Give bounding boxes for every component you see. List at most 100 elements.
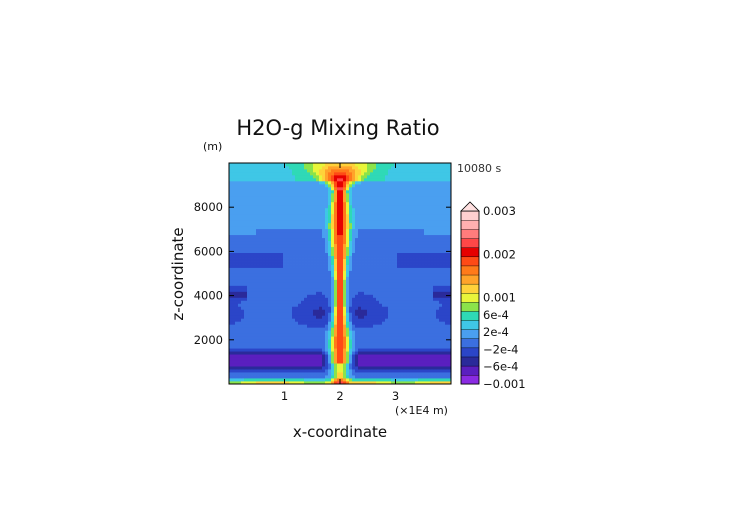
field-cell bbox=[334, 174, 338, 179]
field-cell bbox=[262, 348, 266, 352]
field-cell bbox=[262, 330, 266, 334]
field-cell bbox=[325, 258, 329, 262]
field-cell bbox=[259, 165, 263, 170]
field-cell bbox=[256, 375, 260, 379]
field-cell bbox=[250, 165, 254, 170]
field-cell bbox=[307, 267, 311, 271]
field-cell bbox=[391, 180, 395, 185]
field-cell bbox=[262, 267, 266, 271]
field-cell bbox=[328, 303, 332, 307]
field-cell bbox=[304, 357, 308, 361]
field-cell bbox=[313, 273, 317, 277]
field-cell bbox=[346, 216, 350, 221]
field-cell bbox=[370, 171, 374, 176]
field-cell bbox=[253, 321, 257, 325]
field-cell bbox=[343, 336, 347, 340]
field-cell bbox=[385, 363, 389, 367]
field-cell bbox=[382, 372, 386, 376]
field-cell bbox=[247, 213, 251, 218]
field-cell bbox=[349, 282, 353, 286]
field-cell bbox=[385, 330, 389, 334]
field-cell bbox=[406, 261, 410, 265]
field-cell bbox=[295, 207, 299, 212]
field-cell bbox=[427, 282, 431, 286]
field-cell bbox=[256, 378, 260, 382]
field-cell bbox=[403, 198, 407, 203]
field-cell bbox=[298, 321, 302, 325]
field-cell bbox=[340, 174, 344, 179]
field-cell bbox=[406, 249, 410, 253]
field-cell bbox=[370, 351, 374, 355]
field-cell bbox=[343, 195, 347, 200]
field-cell bbox=[268, 255, 272, 259]
field-cell bbox=[328, 261, 332, 265]
field-cell bbox=[331, 192, 335, 197]
field-cell bbox=[250, 163, 254, 167]
field-cell bbox=[349, 204, 353, 209]
field-cell bbox=[238, 243, 242, 248]
field-cell bbox=[409, 372, 413, 376]
field-cell bbox=[427, 186, 431, 191]
field-cell bbox=[376, 288, 380, 292]
field-cell bbox=[229, 163, 233, 167]
field-cell bbox=[316, 183, 320, 188]
field-cell bbox=[286, 163, 290, 167]
field-cell bbox=[313, 258, 317, 262]
field-cell bbox=[289, 195, 293, 200]
field-cell bbox=[259, 204, 263, 209]
field-cell bbox=[403, 225, 407, 230]
field-cell bbox=[250, 228, 254, 233]
field-cell bbox=[400, 345, 404, 349]
field-cell bbox=[355, 267, 359, 271]
field-cell bbox=[412, 333, 416, 337]
field-cell bbox=[409, 222, 413, 227]
field-cell bbox=[256, 168, 260, 173]
field-cell bbox=[406, 243, 410, 248]
field-cell bbox=[415, 264, 419, 268]
field-cell bbox=[253, 246, 257, 251]
field-cell bbox=[316, 237, 320, 242]
field-cell bbox=[349, 213, 353, 218]
field-cell bbox=[337, 186, 341, 191]
field-cell bbox=[403, 327, 407, 331]
field-cell bbox=[418, 339, 422, 343]
field-cell bbox=[400, 210, 404, 215]
field-cell bbox=[283, 183, 287, 188]
field-cell bbox=[232, 180, 236, 185]
field-cell bbox=[244, 270, 248, 274]
field-cell bbox=[418, 312, 422, 316]
field-cell bbox=[280, 243, 284, 248]
field-cell bbox=[310, 192, 314, 197]
field-cell bbox=[427, 339, 431, 343]
field-cell bbox=[397, 258, 401, 262]
field-cell bbox=[424, 198, 428, 203]
field-cell bbox=[391, 330, 395, 334]
field-cell bbox=[283, 345, 287, 349]
field-cell bbox=[262, 189, 266, 194]
field-cell bbox=[265, 204, 269, 209]
field-cell bbox=[397, 366, 401, 370]
field-cell bbox=[331, 321, 335, 325]
field-cell bbox=[394, 219, 398, 224]
field-cell bbox=[286, 354, 290, 358]
field-cell bbox=[385, 333, 389, 337]
field-cell bbox=[349, 258, 353, 262]
field-cell bbox=[409, 240, 413, 245]
field-cell bbox=[241, 228, 245, 233]
field-cell bbox=[274, 231, 278, 236]
field-cell bbox=[259, 372, 263, 376]
field-cell bbox=[247, 297, 251, 301]
field-cell bbox=[244, 294, 248, 298]
field-cell bbox=[298, 375, 302, 379]
field-cell bbox=[361, 204, 365, 209]
field-cell bbox=[364, 273, 368, 277]
field-cell bbox=[268, 213, 272, 218]
field-cell bbox=[232, 222, 236, 227]
field-cell bbox=[412, 177, 416, 182]
field-cell bbox=[373, 252, 377, 256]
field-cell bbox=[301, 228, 305, 233]
field-cell bbox=[364, 264, 368, 268]
field-cell bbox=[430, 303, 434, 307]
field-cell bbox=[274, 312, 278, 316]
field-cell bbox=[358, 192, 362, 197]
